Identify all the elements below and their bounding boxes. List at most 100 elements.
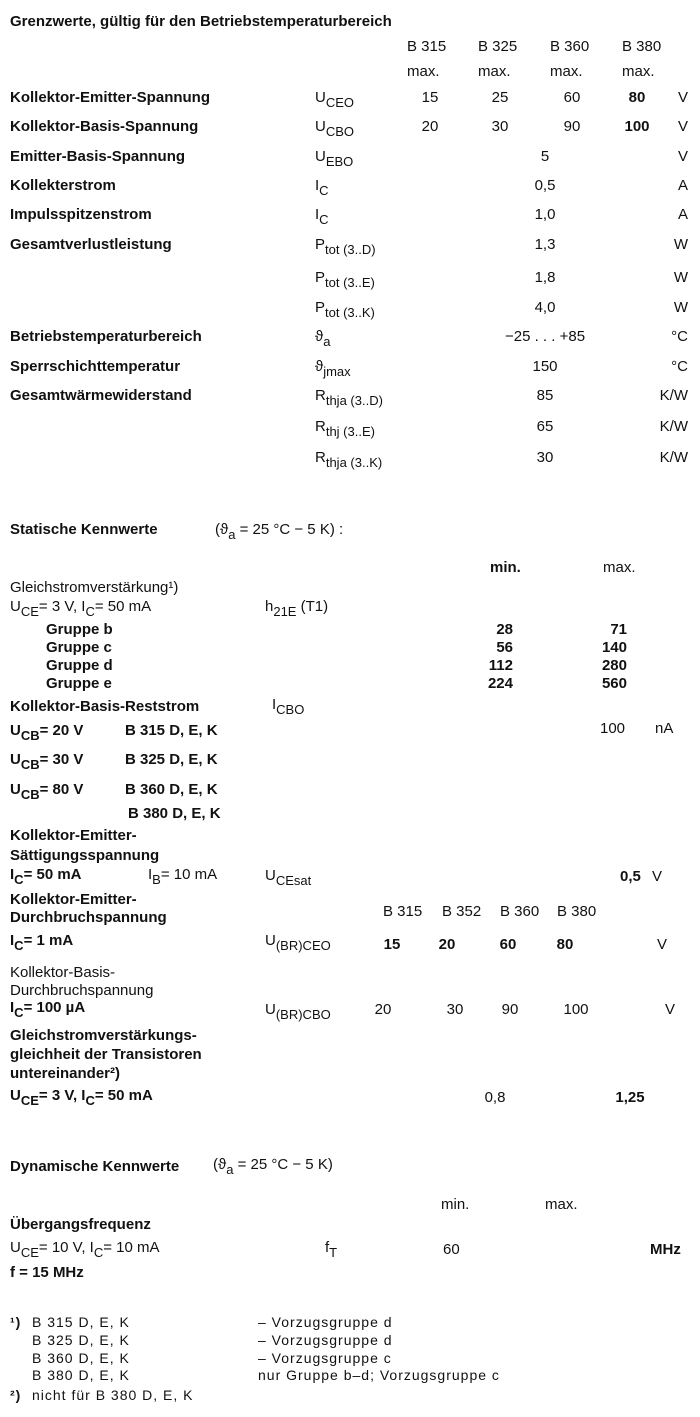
leakage-condition: UCB= 80 V bbox=[10, 781, 83, 802]
column-header: B 380 bbox=[622, 38, 662, 55]
subscript: a bbox=[226, 1162, 234, 1177]
saturation-unit: V bbox=[652, 868, 663, 885]
static-condition: (ϑa = 25 °C − 5 K) : bbox=[215, 521, 344, 542]
text-part: = 10 V, I bbox=[38, 1239, 94, 1256]
column-header: B 360 bbox=[550, 38, 590, 55]
column-header: B 315 bbox=[407, 38, 447, 55]
group-max: 280 bbox=[601, 657, 627, 674]
text-part: = 25 °C − 5 K) : bbox=[235, 521, 344, 538]
parameter-value: 25 bbox=[491, 89, 509, 106]
subscript: 21E bbox=[273, 604, 297, 619]
group-label: Gruppe e bbox=[46, 675, 112, 692]
breakdown-column: B 360 bbox=[500, 903, 540, 920]
text-part: R bbox=[315, 449, 326, 466]
breakdown-column: B 315 bbox=[383, 903, 423, 920]
gain-label: Gleichstromverstärkung¹) bbox=[10, 579, 179, 596]
parameter-value: 150 bbox=[532, 358, 558, 375]
text-part: = 10 mA bbox=[160, 866, 218, 883]
parameter-label: Kollektor-Emitter-Spannung bbox=[10, 89, 211, 106]
section-title-static: Statische Kennwerte bbox=[10, 521, 158, 538]
text-part: R bbox=[315, 418, 326, 435]
parameter-unit: K/W bbox=[659, 418, 688, 435]
subscript: CBO bbox=[276, 702, 305, 717]
parameter-symbol: UCBO bbox=[315, 118, 354, 139]
subscript: CE bbox=[20, 1245, 39, 1260]
breakdown-ceo-label: Kollektor-Emitter- bbox=[10, 891, 137, 908]
text-part: U bbox=[265, 932, 276, 949]
breakdown-ceo-condition: IC= 1 mA bbox=[10, 932, 73, 953]
group-min: 224 bbox=[487, 675, 513, 692]
parameter-value: 100 bbox=[624, 118, 650, 135]
breakdown-cbo-label: Kollektor-Basis- bbox=[10, 964, 116, 981]
subscript: EBO bbox=[325, 154, 354, 169]
breakdown-ceo-value: 20 bbox=[438, 936, 456, 953]
leakage-condition: UCB= 20 V bbox=[10, 722, 83, 743]
leakage-max: 100 bbox=[600, 720, 626, 737]
subscript: thja (3..D) bbox=[325, 393, 383, 408]
breakdown-cbo-label: Durchbruchspannung bbox=[10, 982, 154, 999]
subscript: a bbox=[323, 334, 331, 349]
parameter-value: 5 bbox=[540, 148, 550, 165]
leakage-condition: UCB= 30 V bbox=[10, 751, 83, 772]
text-part: = 50 mA bbox=[94, 1087, 153, 1104]
subscript: tot (3..D) bbox=[325, 242, 376, 257]
text-part: ϑ bbox=[315, 328, 324, 345]
matching-condition: UCE= 3 V, IC= 50 mA bbox=[10, 1087, 153, 1108]
text-part: U bbox=[265, 867, 276, 884]
subscript: CEO bbox=[325, 95, 355, 110]
parameter-label: Impulsspitzenstrom bbox=[10, 206, 152, 223]
parameter-value: 1,3 bbox=[534, 236, 556, 253]
column-max-label: max. bbox=[550, 63, 583, 80]
parameter-unit: A bbox=[677, 206, 688, 223]
subscript: CB bbox=[20, 757, 40, 772]
parameter-symbol: Ptot (3..D) bbox=[315, 236, 376, 257]
parameter-symbol: ϑjmax bbox=[315, 358, 351, 379]
parameter-unit: K/W bbox=[659, 387, 688, 404]
text-part: U bbox=[10, 1087, 21, 1104]
subscript: jmax bbox=[323, 364, 351, 379]
parameter-value: 85 bbox=[536, 387, 554, 404]
saturation-condition: IC= 50 mA bbox=[10, 866, 82, 887]
parameter-symbol: IC bbox=[315, 177, 329, 198]
breakdown-cbo-value: 100 bbox=[563, 1001, 589, 1018]
parameter-symbol: Rthja (3..K) bbox=[315, 449, 382, 470]
matching-min: 0,8 bbox=[484, 1089, 506, 1106]
text-part: P bbox=[315, 236, 326, 253]
group-min: 28 bbox=[496, 621, 513, 638]
matching-label: gleichheit der Transistoren bbox=[10, 1046, 202, 1063]
subscript: T bbox=[329, 1245, 338, 1260]
subscript: C bbox=[14, 872, 24, 887]
text-part: (ϑ bbox=[213, 1156, 227, 1173]
text-part: U bbox=[265, 1001, 276, 1018]
saturation-condition: IB= 10 mA bbox=[148, 866, 218, 887]
text-part: I bbox=[148, 866, 153, 883]
parameter-value: 30 bbox=[536, 449, 554, 466]
parameter-value: −25 . . . +85 bbox=[504, 328, 586, 345]
matching-max: 1,25 bbox=[615, 1089, 645, 1106]
text-part: = 50 mA bbox=[23, 866, 82, 883]
footnote-note: – Vorzugsgruppe d bbox=[258, 1332, 393, 1348]
group-min: 112 bbox=[488, 657, 513, 674]
matching-label: Gleichstromverstärkungs- bbox=[10, 1027, 197, 1044]
text-part: ϑ bbox=[315, 358, 324, 375]
parameter-unit: A bbox=[677, 177, 688, 194]
parameter-unit: V bbox=[677, 89, 688, 106]
leakage-types: B 315 D, E, K bbox=[125, 722, 218, 739]
transit-unit: MHz bbox=[650, 1241, 681, 1258]
footnote-type: B 315 D, E, K bbox=[32, 1314, 130, 1330]
transit-min: 60 bbox=[443, 1241, 460, 1258]
section-title-limits: Grenzwerte, gültig für den Betriebstempe… bbox=[10, 13, 392, 30]
footnote-type: B 360 D, E, K bbox=[32, 1350, 130, 1366]
parameter-unit: K/W bbox=[659, 449, 688, 466]
parameter-symbol: Ptot (3..E) bbox=[315, 269, 375, 290]
text-part: I bbox=[10, 999, 15, 1016]
column-header: B 325 bbox=[478, 38, 518, 55]
text-part: h bbox=[265, 598, 274, 615]
parameter-symbol: ϑa bbox=[315, 328, 331, 349]
footnote-note: – Vorzugsgruppe d bbox=[258, 1314, 393, 1330]
saturation-label: Sättigungsspannung bbox=[10, 847, 160, 864]
footnote-type: B 380 D, E, K bbox=[32, 1367, 130, 1383]
leakage-types: B 325 D, E, K bbox=[125, 751, 218, 768]
subscript: tot (3..K) bbox=[325, 305, 375, 320]
leakage-types: B 360 D, E, K bbox=[125, 781, 218, 798]
